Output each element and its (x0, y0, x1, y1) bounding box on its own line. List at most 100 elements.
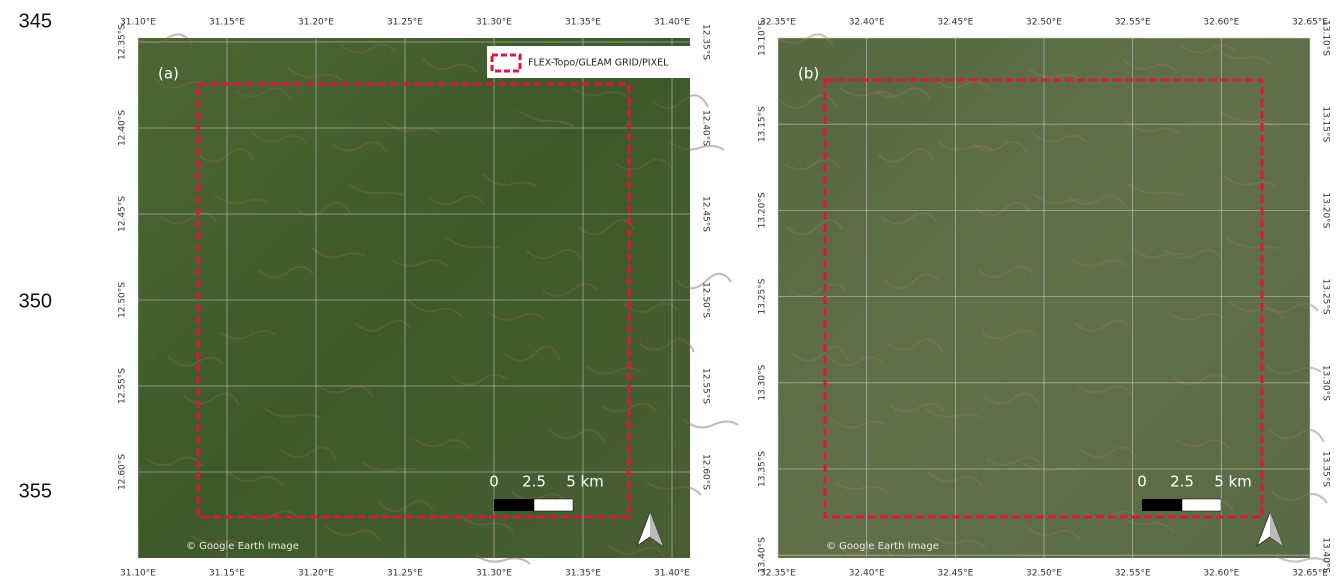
terrain-texture (391, 259, 448, 267)
terrain-texture (421, 57, 478, 74)
terrain-texture (146, 456, 203, 467)
terrain-texture (287, 67, 344, 82)
terrain-texture (571, 87, 628, 98)
image-credit: © Google Earth Image (826, 541, 939, 552)
y-tick-label: 12.50°S (118, 282, 128, 318)
terrain-texture (936, 140, 993, 151)
terrain-texture (833, 481, 890, 496)
terrain-texture (407, 299, 464, 319)
terrain-texture (585, 365, 642, 375)
y-tick-label: 12.45°S (118, 196, 128, 232)
y-tick-label: 13.30°S (758, 365, 768, 401)
y-tick-label: 12.45°S (701, 196, 711, 232)
y-tick-label: 12.35°S (118, 24, 128, 60)
legend-text: FLEX-Topo/GLEAM GRID/PIXEL (528, 58, 669, 69)
terrain-texture (213, 193, 270, 205)
terrain-texture (1165, 248, 1222, 260)
terrain-texture (234, 87, 291, 100)
terrain-texture (354, 319, 411, 332)
terrain-texture (1080, 446, 1137, 459)
terrain-texture (1265, 365, 1322, 375)
terrain-texture (1221, 173, 1278, 188)
terrain-texture (645, 481, 702, 496)
y-tick-label: 13.20°S (1321, 192, 1331, 228)
x-tick-label: 32.65°E (1292, 569, 1328, 579)
x-tick-label: 31.15°E (209, 569, 245, 579)
terrain-texture (197, 148, 254, 163)
x-tick-label: 32.50°E (1026, 18, 1062, 28)
terrain-texture (792, 345, 849, 362)
scale-bar-black (1142, 499, 1182, 511)
terrain-texture (977, 266, 1034, 278)
x-tick-label: 31.20°E (298, 18, 334, 28)
terrain-texture (980, 330, 1037, 340)
terrain-texture (481, 173, 538, 188)
line-number: 350 (19, 290, 52, 312)
panel-label: (b) (798, 65, 819, 83)
terrain-texture (280, 446, 337, 459)
terrain-texture (428, 195, 485, 206)
terrain-texture (786, 219, 843, 236)
terrain-texture (183, 392, 240, 406)
terrain-texture (541, 283, 598, 297)
terrain-texture (488, 312, 545, 321)
terrain-texture (668, 140, 725, 151)
terrain-texture (877, 148, 934, 163)
terrain-texture (310, 246, 367, 259)
y-tick-label: 12.60°S (701, 454, 711, 490)
scale-bar-white (1181, 498, 1222, 512)
x-tick-label: 31.10°E (120, 569, 156, 579)
terrain-texture (1271, 491, 1328, 504)
y-tick-label: 13.35°S (758, 451, 768, 487)
x-tick-label: 32.55°E (1115, 18, 1151, 28)
terrain-texture (317, 385, 374, 398)
terrain-texture (930, 534, 987, 549)
terrain-texture (927, 471, 984, 488)
y-tick-label: 13.10°S (758, 20, 768, 56)
terrain-texture (331, 141, 388, 153)
terrain-texture (340, 44, 397, 54)
terrain-texture (1274, 554, 1331, 565)
terrain-texture (548, 428, 605, 443)
y-tick-label: 13.40°S (758, 537, 768, 573)
map-panel: 32.35°E 32.35°E 32.40°E 32.40°E 32.45°E 32.45… (758, 18, 1331, 579)
x-tick-label: 31.25°E (387, 18, 423, 28)
y-tick-label: 13.20°S (758, 192, 768, 228)
x-tick-label: 32.45°E (937, 569, 973, 579)
terrain-texture (1224, 236, 1281, 249)
terrain-texture (264, 408, 321, 418)
terrain-texture (933, 77, 990, 90)
x-tick-label: 32.40°E (849, 569, 885, 579)
x-tick-label: 32.55°E (1115, 569, 1151, 579)
terrain-texture (601, 402, 658, 414)
y-tick-label: 12.40°S (118, 110, 128, 146)
terrain-texture (160, 212, 217, 225)
panel-label: (a) (158, 65, 179, 83)
scale-label: 2.5 (1170, 473, 1194, 491)
y-tick-label: 12.50°S (701, 282, 711, 318)
terrain-texture (1127, 183, 1184, 196)
map-panel: 31.10°E 31.10°E 31.15°E 31.15°E 31.20°E 31.20… (118, 18, 739, 579)
y-tick-label: 12.60°S (118, 454, 128, 490)
y-tick-label: 13.15°S (1321, 106, 1331, 142)
terrain-texture (783, 158, 840, 171)
y-tick-label: 13.30°S (1321, 365, 1331, 401)
terrain-texture (1215, 47, 1272, 66)
x-tick-label: 32.35°E (760, 569, 796, 579)
terrain-texture (1218, 110, 1275, 127)
scale-bar-white (533, 498, 574, 512)
x-tick-label: 31.35°E (565, 18, 601, 28)
legend-symbol (490, 53, 522, 73)
terrain-texture (880, 212, 937, 225)
y-tick-label: 12.55°S (118, 368, 128, 404)
x-tick-label: 31.30°E (476, 18, 512, 28)
y-tick-label: 13.40°S (1321, 537, 1331, 573)
x-tick-label: 31.10°E (120, 18, 156, 28)
terrain-texture (377, 500, 434, 513)
terrain-texture (675, 272, 732, 290)
terrain-texture (458, 514, 515, 533)
terrain-texture (1074, 319, 1131, 332)
terrain-texture (190, 534, 247, 549)
north-arrow-shade (650, 512, 663, 546)
